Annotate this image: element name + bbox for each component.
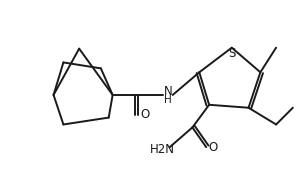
Text: S: S <box>228 47 236 60</box>
Text: O: O <box>209 141 218 154</box>
Text: N: N <box>164 86 172 98</box>
Text: O: O <box>140 108 150 121</box>
Text: H2N: H2N <box>150 143 175 156</box>
Text: H: H <box>164 95 172 105</box>
